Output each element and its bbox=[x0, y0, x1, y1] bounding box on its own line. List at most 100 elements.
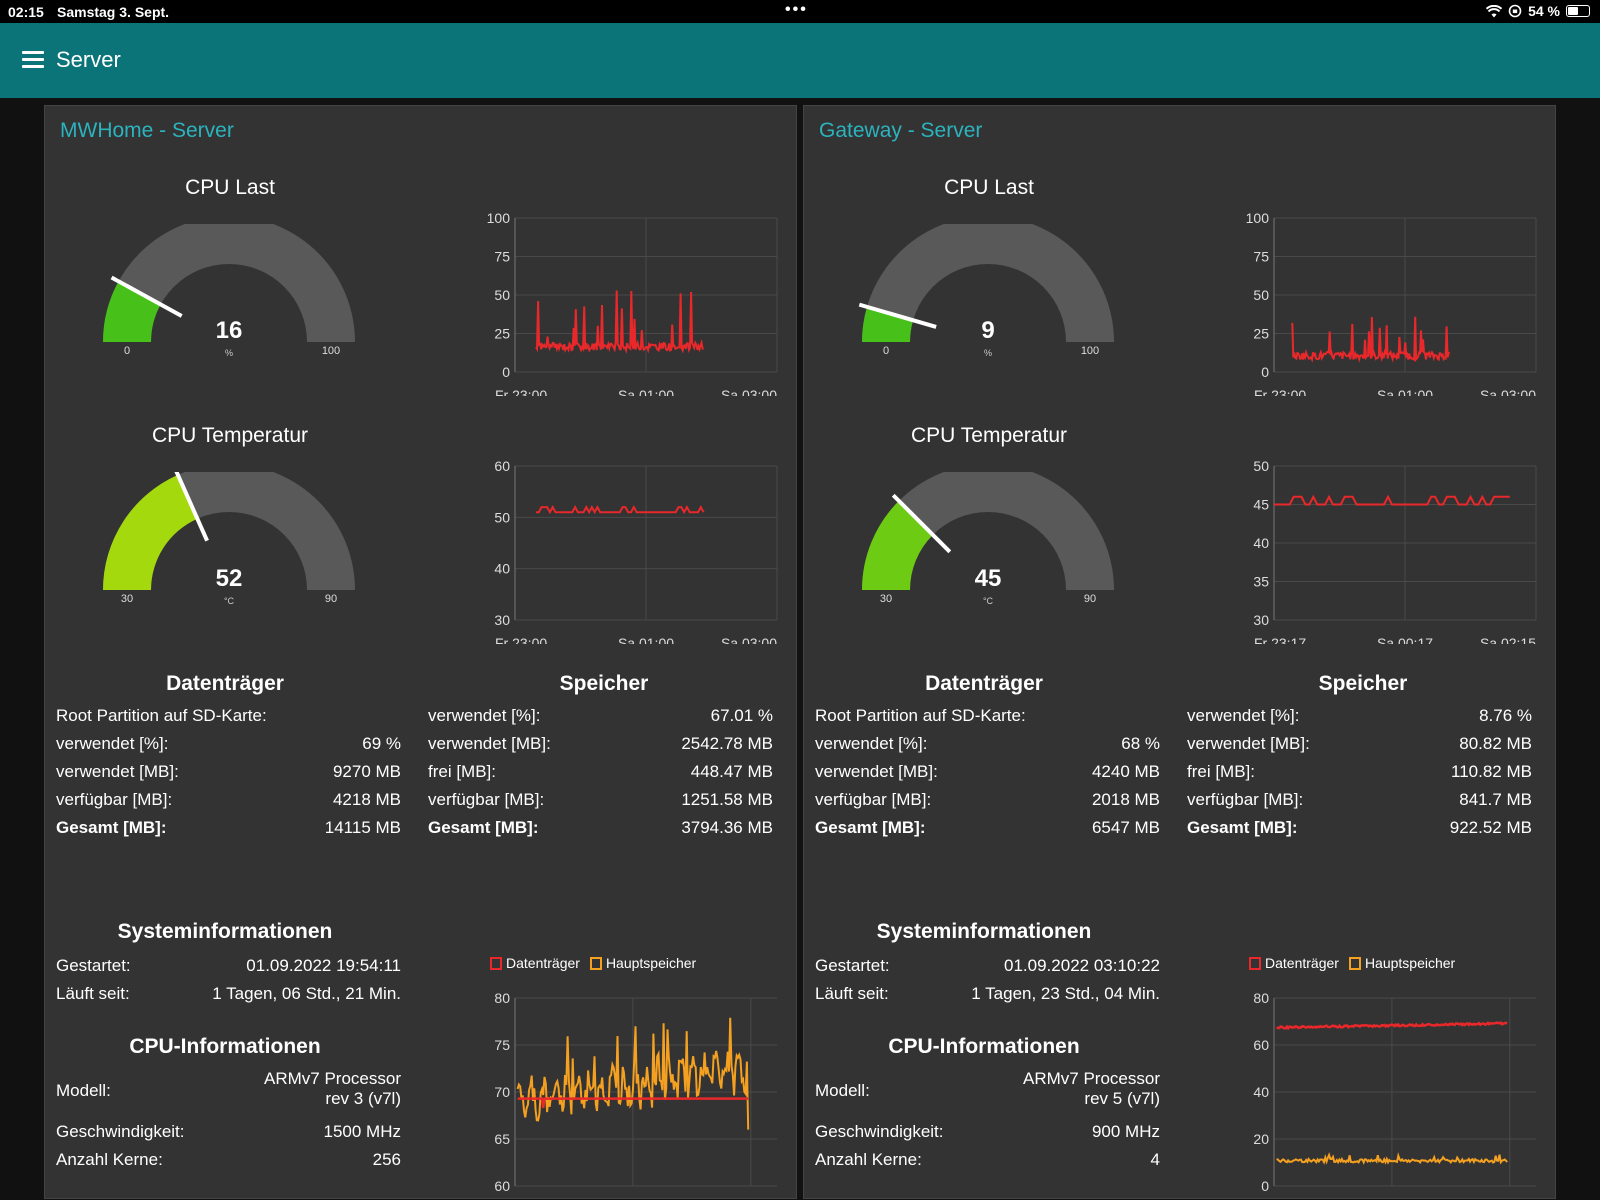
y-tick-label: 80 bbox=[1253, 990, 1269, 1006]
gauge-fill bbox=[103, 281, 161, 342]
y-tick-label: 50 bbox=[494, 287, 510, 303]
model-line-1: ARMv7 Processor bbox=[1023, 1069, 1160, 1088]
y-tick-label: 40 bbox=[1253, 535, 1269, 551]
x-tick-label: Fr 23:00 bbox=[495, 387, 547, 396]
x-tick-label: Fr 23:00 bbox=[1254, 387, 1306, 396]
y-tick-label: 100 bbox=[1246, 210, 1270, 226]
disk-subtitle: Root Partition auf SD-Karte: bbox=[56, 706, 401, 726]
usage-chart: 80 75 70 65 60 bbox=[494, 990, 777, 1194]
model-line-2: rev 3 (v7l) bbox=[325, 1089, 401, 1108]
row-label: verwendet [MB]: bbox=[56, 762, 179, 781]
cpu-temp-chart: 60 50 40 30 Fr 23:00 Sa 01:00 Sa 03:00 bbox=[494, 458, 778, 644]
legend-label: Hauptspeicher bbox=[605, 955, 697, 971]
status-date: Samstag 3. Sept. bbox=[57, 4, 170, 20]
row-label: Gesamt [MB]: bbox=[56, 818, 167, 837]
row-label: verwendet [%]: bbox=[56, 734, 169, 753]
row-label: verfügbar [MB]: bbox=[56, 790, 173, 809]
cpu-temp-series bbox=[536, 504, 705, 515]
row-label: Modell: bbox=[56, 1081, 111, 1100]
hamburger-menu-icon[interactable] bbox=[22, 51, 44, 69]
disk-row: verfügbar [MB]: 4218 MB bbox=[56, 790, 401, 810]
x-tick-label: Sa 03:00 bbox=[721, 387, 777, 396]
row-value: 6547 MB bbox=[1091, 818, 1160, 837]
app-bar: Server bbox=[0, 23, 1600, 98]
row-value: 80.82 MB bbox=[1459, 734, 1532, 753]
legend-swatch-disk bbox=[490, 956, 502, 970]
gauge-needle bbox=[858, 302, 937, 329]
gauge-unit: °C bbox=[224, 596, 235, 606]
row-label: Gestartet: bbox=[815, 956, 890, 975]
row-label: verfügbar [MB]: bbox=[815, 790, 932, 809]
x-tick-label: Sa 00:17 bbox=[1377, 635, 1433, 644]
x-tick-label: Fr 23:17 bbox=[1254, 635, 1306, 644]
y-tick-label: 50 bbox=[494, 509, 510, 525]
disk-total-row: Gesamt [MB]: 6547 MB bbox=[815, 818, 1160, 838]
y-tick-label: 25 bbox=[494, 326, 510, 342]
server-panel-mwhome: MWHome - Server CPU Last 16% 0 100 100 75 50… bbox=[44, 105, 797, 1199]
status-bar: 02:15 Samstag 3. Sept. ••• 54 % bbox=[0, 0, 1600, 23]
gauge-min: 30 bbox=[880, 593, 892, 605]
row-label: verwendet [MB]: bbox=[428, 734, 551, 753]
disk-series bbox=[517, 1097, 749, 1109]
disk-row: verwendet [MB]: 9270 MB bbox=[56, 762, 401, 782]
memory-row: verwendet [%]: 8.76 % bbox=[1187, 706, 1532, 726]
usage-chart-legend: Datenträger Hauptspeicher bbox=[1249, 955, 1455, 971]
y-tick-label: 75 bbox=[494, 1037, 510, 1053]
memory-row: verfügbar [MB]: 841.7 MB bbox=[1187, 790, 1532, 810]
memory-title: Speicher bbox=[1318, 672, 1408, 695]
row-label: verfügbar [MB]: bbox=[428, 790, 545, 809]
disk-title: Datenträger bbox=[166, 672, 284, 695]
row-value: 2018 MB bbox=[1091, 790, 1160, 809]
cpu-load-series bbox=[535, 290, 704, 354]
gauge-value: 52 bbox=[216, 565, 243, 592]
gauge-value: 45 bbox=[975, 565, 1002, 592]
cpu-temp-title: CPU Temperatur bbox=[151, 424, 308, 447]
gauge-max: 90 bbox=[325, 593, 337, 605]
cpu-load-chart: 100 75 50 25 0 Fr 23:00 Sa 01:00 Sa 03:00 bbox=[487, 210, 778, 396]
row-value: 900 MHz bbox=[1091, 1122, 1160, 1141]
y-tick-label: 30 bbox=[1253, 612, 1269, 628]
cpuinfo-row: Geschwindigkeit: 900 MHz bbox=[815, 1122, 1160, 1142]
cpuinfo-title: CPU-Informationen bbox=[888, 1035, 1080, 1058]
y-tick-label: 65 bbox=[494, 1131, 510, 1147]
row-label: verwendet [%]: bbox=[428, 706, 541, 725]
row-label: Gesamt [MB]: bbox=[815, 818, 926, 837]
cpu-temp-series bbox=[1274, 494, 1510, 506]
memory-row: frei [MB]: 448.47 MB bbox=[428, 762, 773, 782]
y-tick-label: 40 bbox=[1253, 1084, 1269, 1100]
row-value: 1251.58 MB bbox=[681, 790, 773, 809]
cpuinfo-title: CPU-Informationen bbox=[129, 1035, 321, 1058]
y-tick-label: 0 bbox=[1261, 364, 1269, 380]
disk-title: Datenträger bbox=[925, 672, 1043, 695]
disk-row: verwendet [%]: 68 % bbox=[815, 734, 1160, 754]
disk-subtitle: Root Partition auf SD-Karte: bbox=[815, 706, 1160, 726]
row-value: 69 % bbox=[362, 734, 401, 753]
cpu-load-series bbox=[1291, 316, 1451, 363]
cpu-load-chart: 100 75 50 25 0 Fr 23:00 Sa 01:00 Sa 03:00 bbox=[1246, 210, 1537, 396]
legend-label: Datenträger bbox=[1265, 955, 1339, 971]
sysinfo-title: Systeminformationen bbox=[876, 920, 1092, 943]
row-label: Geschwindigkeit: bbox=[56, 1122, 185, 1141]
model-line-2: rev 5 (v7l) bbox=[1084, 1089, 1160, 1108]
disk-series bbox=[1276, 1021, 1508, 1031]
row-value: 4240 MB bbox=[1091, 762, 1160, 781]
sysinfo-row: Gestartet: 01.09.2022 19:54:11 bbox=[56, 956, 401, 976]
row-value: 841.7 MB bbox=[1459, 790, 1532, 809]
legend-swatch-disk bbox=[1249, 956, 1261, 970]
legend-swatch-memory bbox=[1348, 956, 1361, 970]
panel-title: Gateway - Server bbox=[819, 119, 983, 142]
disk-row: verwendet [MB]: 4240 MB bbox=[815, 762, 1160, 782]
gauge-unit: % bbox=[984, 348, 992, 358]
cpu-load-gauge: 16% 0 100 bbox=[103, 224, 355, 358]
cpu-temp-gauge: 45 °C 30 90 bbox=[862, 472, 1114, 606]
gauge-value: 9 bbox=[981, 317, 994, 344]
row-value: 01.09.2022 19:54:11 bbox=[246, 956, 401, 975]
y-tick-label: 45 bbox=[1253, 497, 1269, 513]
gauge-fill bbox=[862, 306, 914, 342]
y-tick-label: 75 bbox=[1253, 249, 1269, 265]
battery-icon bbox=[1566, 5, 1590, 17]
multitasking-dots-icon[interactable]: ••• bbox=[785, 1, 808, 18]
row-label: Gesamt [MB]: bbox=[1187, 818, 1298, 837]
gauge-track bbox=[103, 224, 355, 342]
cpu-load-title: CPU Last bbox=[185, 176, 275, 199]
